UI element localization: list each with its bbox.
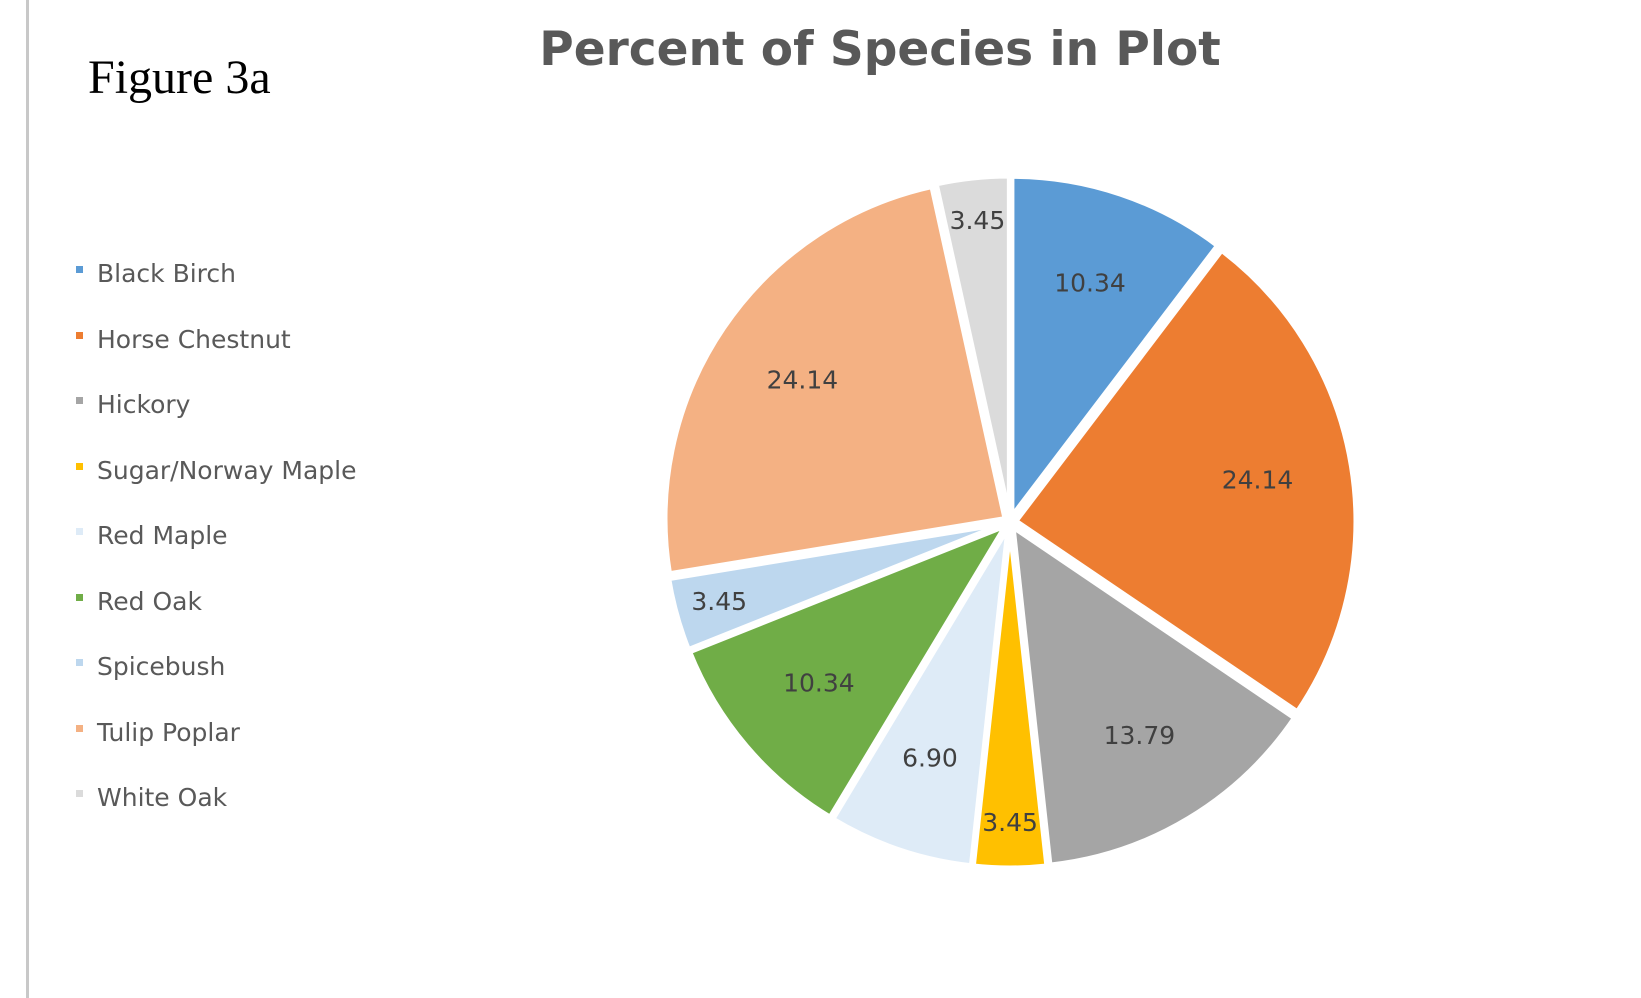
- legend-label: White Oak: [97, 783, 228, 812]
- legend-item-red-oak: Red Oak: [76, 580, 436, 623]
- legend-swatch: [76, 593, 83, 601]
- data-label-black-birch: 10.34: [1054, 268, 1126, 297]
- legend-label: Sugar/Norway Maple: [97, 455, 357, 485]
- legend-item-red-maple: Red Maple: [76, 514, 436, 557]
- legend-swatch: [76, 462, 83, 470]
- data-label-red-oak: 10.34: [783, 668, 855, 697]
- pie-chart: 10.34 24.14 13.79 3.45 6.90 10.34 3.45 24.14 3.4…: [662, 173, 1359, 871]
- data-label-hickory: 13.79: [1104, 721, 1176, 750]
- legend-label: Hickory: [97, 390, 191, 419]
- legend-item-tulip-poplar: Tulip Poplar: [76, 711, 436, 754]
- pie-slice-spicebush: [665, 521, 1006, 653]
- chart-legend: Black Birch Horse Chestnut Hickory Sugar/No…: [76, 252, 436, 842]
- legend-label: Horse Chestnut: [97, 324, 291, 354]
- legend-swatch: [76, 266, 83, 273]
- page-border-line: [26, 0, 29, 998]
- pie-slice-tulip-poplar: [662, 183, 1009, 577]
- pie-slice-horse-chestnut: [1012, 246, 1359, 716]
- legend-label: Tulip Poplar: [97, 717, 240, 747]
- data-label-white-oak: 3.45: [950, 206, 1006, 235]
- data-label-sugar-norway-maple: 3.45: [982, 808, 1038, 837]
- legend-item-horse-chestnut: Horse Chestnut: [76, 318, 436, 361]
- legend-swatch: [76, 790, 83, 797]
- legend-label: Red Maple: [97, 521, 228, 550]
- legend-item-sugar-norway-maple: Sugar/Norway Maple: [76, 449, 436, 492]
- figure-label: Figure 3a: [88, 51, 271, 104]
- legend-item-hickory: Hickory: [76, 383, 436, 426]
- pie-slice-hickory: [1010, 522, 1299, 868]
- legend-label: Red Oak: [97, 586, 202, 616]
- legend-swatch: [76, 528, 83, 535]
- legend-swatch: [76, 331, 83, 339]
- pie-slice-red-oak: [686, 520, 1012, 821]
- pie-slice-white-oak: [933, 173, 1012, 517]
- legend-item-spicebush: Spicebush: [76, 645, 436, 688]
- data-label-red-maple: 6.90: [902, 744, 958, 773]
- chart-title: Percent of Species in Plot: [539, 22, 1221, 77]
- legend-swatch: [76, 659, 83, 666]
- pie-slice-black-birch: [1009, 173, 1222, 524]
- legend-label: Spicebush: [97, 652, 226, 681]
- legend-swatch: [76, 397, 83, 404]
- legend-swatch: [76, 724, 83, 732]
- data-label-horse-chestnut: 24.14: [1222, 465, 1294, 494]
- legend-item-black-birch: Black Birch: [76, 252, 436, 295]
- data-label-tulip-poplar: 24.14: [767, 365, 839, 394]
- pie-slice-red-maple: [829, 526, 1011, 869]
- legend-item-white-oak: White Oak: [76, 776, 436, 819]
- legend-label: Black Birch: [97, 259, 237, 288]
- data-label-spicebush: 3.45: [691, 587, 747, 616]
